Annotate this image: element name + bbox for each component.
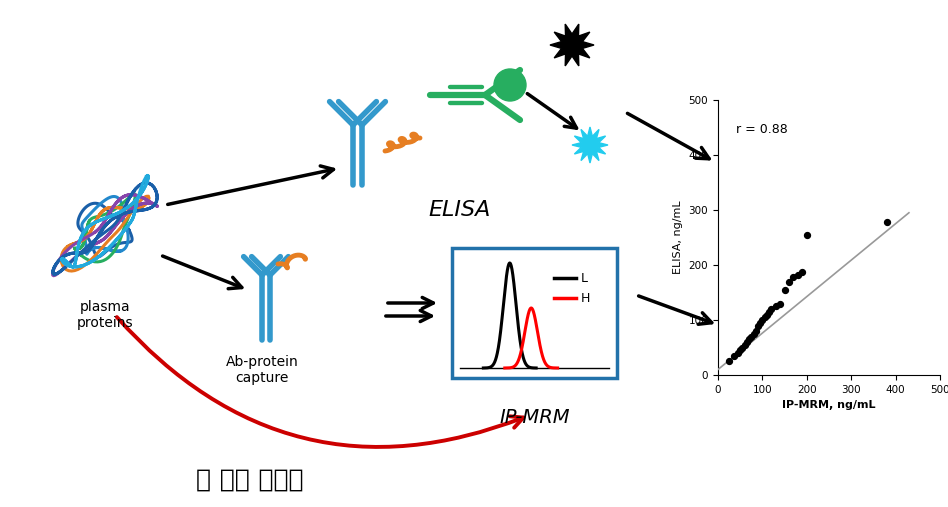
Text: H: H [580,292,590,305]
FancyBboxPatch shape [452,248,617,378]
Point [739,338,755,346]
Point [799,231,814,239]
Text: Ab-protein
capture: Ab-protein capture [226,355,299,385]
Point [721,357,737,366]
Point [791,271,806,279]
Point [764,305,779,313]
Point [794,268,810,276]
Point [733,346,748,354]
Text: L: L [580,272,588,284]
Circle shape [494,69,526,101]
Point [753,319,768,327]
Point [773,300,788,308]
Text: ELISA: ELISA [428,200,491,220]
Text: r = 0.88: r = 0.88 [736,123,788,136]
Point [744,333,759,341]
Point [726,352,741,360]
Text: plasma
proteins: plasma proteins [77,300,134,330]
Point [761,308,776,316]
Point [746,330,761,338]
Polygon shape [550,24,594,66]
Text: 본 과제 연구법: 본 과제 연구법 [196,468,303,492]
Point [737,341,752,349]
Point [741,335,757,343]
Point [748,327,763,335]
Point [757,313,773,321]
Point [786,273,801,281]
Point [879,218,894,226]
Text: IP-MRM: IP-MRM [500,408,570,427]
Point [730,349,745,357]
Point [768,302,783,310]
Point [751,321,766,330]
Point [735,343,750,351]
Point [759,310,775,318]
Point [755,316,770,324]
Polygon shape [572,127,608,163]
Y-axis label: ELISA, ng/mL: ELISA, ng/mL [673,201,684,274]
Point [781,277,796,285]
X-axis label: IP-MRM, ng/mL: IP-MRM, ng/mL [782,401,876,410]
Point [777,285,793,294]
